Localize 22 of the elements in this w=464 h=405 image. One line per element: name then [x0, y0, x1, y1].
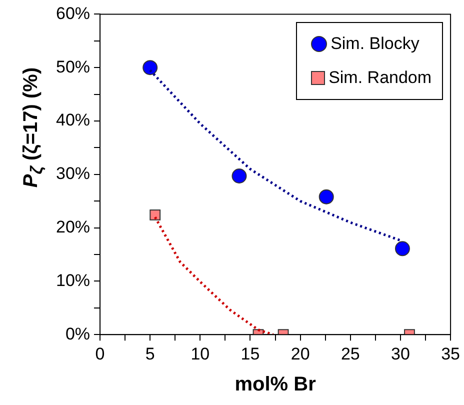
y-tick-label: 60%	[56, 4, 90, 23]
legend-label: Sim. Random	[328, 68, 432, 88]
y-tick-label: 20%	[56, 217, 90, 236]
point	[150, 210, 161, 220]
x-tick-label: 35	[441, 344, 460, 364]
x-tick-label: 0	[95, 344, 105, 364]
x-axis-title: mol% Br	[234, 374, 316, 396]
x-tick-label: 15	[240, 344, 260, 364]
x-tick-label: 30	[391, 344, 410, 364]
y-tick-label: 0%	[65, 324, 90, 344]
y-tick-label: 50%	[56, 57, 90, 76]
legend-label: Sim. Blocky	[330, 34, 420, 54]
x-tick-label: 10	[190, 344, 210, 364]
y-tick-label: 40%	[56, 110, 90, 130]
x-tick-label: 25	[340, 344, 360, 364]
y-tick-label: 30%	[56, 164, 90, 184]
point	[394, 241, 410, 256]
x-tick-label: 20	[290, 344, 310, 364]
point	[232, 168, 247, 184]
point	[318, 189, 334, 204]
x-tick-label: 5	[145, 344, 155, 364]
y-tick-label: 10%	[56, 270, 90, 290]
